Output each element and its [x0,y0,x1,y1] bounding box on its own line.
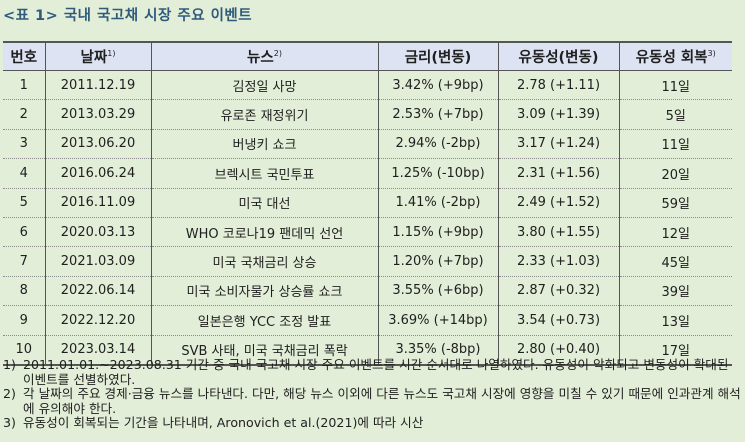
footnote-2: 2) 각 날짜의 주요 경제·금융 뉴스를 나타낸다. 다만, 해당 뉴스 이외… [3,386,741,416]
row-recovery: 11일 [619,129,732,160]
header-recovery: 유동성 회복3) [619,41,732,71]
row-recovery: 39일 [619,276,732,307]
row-liquidity: 3.80 (+1.55) [498,217,620,248]
table-row: 1 2011.12.19 김정일 사망 3.42% (+9bp) 2.78 (+1.11… [3,70,732,101]
row-news: 일본은행 YCC 조정 발표 [151,305,379,336]
row-news: 김정일 사망 [151,70,379,101]
row-number: 8 [3,276,46,307]
table-row: 10 2023.03.14 SVB 사태, 미국 국채금리 폭락 3.35% (-8b… [3,335,732,366]
row-number: 2 [3,99,46,130]
row-liquidity: 3.17 (+1.24) [498,129,620,160]
table-row: 9 2022.12.20 일본은행 YCC 조정 발표 3.69% (+14bp) 3.… [3,305,732,336]
row-number: 7 [3,246,46,277]
events-table: 번호 날짜1) 뉴스2) 금리(변동) 유동성(변동) 유동성 회복3) 1 20… [3,41,732,366]
row-rate: 1.41% (-2bp) [378,188,499,218]
row-recovery: 17일 [619,335,732,366]
row-date: 2022.12.20 [45,305,152,336]
row-liquidity: 3.09 (+1.39) [498,99,620,130]
header-liquidity: 유동성(변동) [498,41,620,71]
row-news: 미국 대선 [151,188,379,218]
row-liquidity: 2.49 (+1.52) [498,188,620,218]
row-date: 2013.03.29 [45,99,152,130]
row-rate: 3.55% (+6bp) [378,276,499,307]
table-row: 3 2013.06.20 버냉키 쇼크 2.94% (-2bp) 3.17 (+1.24… [3,129,732,160]
row-rate: 3.69% (+14bp) [378,305,499,336]
row-number: 5 [3,188,46,218]
row-liquidity: 2.78 (+1.11) [498,70,620,101]
row-news: 유로존 재정위기 [151,99,379,130]
row-news: WHO 코로나19 팬데믹 선언 [151,217,379,248]
table-row: 6 2020.03.13 WHO 코로나19 팬데믹 선언 1.15% (+9bp) 3… [3,217,732,248]
header-no: 번호 [3,41,46,71]
row-number: 9 [3,305,46,336]
row-news: 버냉키 쇼크 [151,129,379,160]
table-row: 7 2021.03.09 미국 국채금리 상승 1.20% (+7bp) 2.33 (+… [3,246,732,277]
row-recovery: 5일 [619,99,732,130]
row-number: 10 [3,335,46,366]
row-number: 6 [3,217,46,248]
row-rate: 1.20% (+7bp) [378,246,499,277]
row-recovery: 11일 [619,70,732,101]
row-liquidity: 2.31 (+1.56) [498,158,620,189]
row-date: 2013.06.20 [45,129,152,160]
table-title: <표 1> 국내 국고채 시장 주요 이벤트 [3,8,253,24]
table-row: 8 2022.06.14 미국 소비자물가 상승률 쇼크 3.55% (+6bp) 2.… [3,276,732,307]
row-liquidity: 2.80 (+0.40) [498,335,620,366]
row-liquidity: 2.87 (+0.32) [498,276,620,307]
row-rate: 3.42% (+9bp) [378,70,499,101]
row-number: 4 [3,158,46,189]
row-rate: 1.15% (+9bp) [378,217,499,248]
row-number: 1 [3,70,46,101]
row-news: SVB 사태, 미국 국채금리 폭락 [151,335,379,366]
row-recovery: 20일 [619,158,732,189]
row-rate: 1.25% (-10bp) [378,158,499,189]
header-rate: 금리(변동) [378,41,499,71]
row-date: 2022.06.14 [45,276,152,307]
row-recovery: 45일 [619,246,732,277]
row-date: 2023.03.14 [45,335,152,366]
row-liquidity: 3.54 (+0.73) [498,305,620,336]
row-date: 2016.11.09 [45,188,152,218]
table-row: 5 2016.11.09 미국 대선 1.41% (-2bp) 2.49 (+1.52)… [3,188,732,218]
row-news: 미국 소비자물가 상승률 쇼크 [151,276,379,307]
table-row: 4 2016.06.24 브렉시트 국민투표 1.25% (-10bp) 2.31 (+… [3,158,732,189]
row-date: 2021.03.09 [45,246,152,277]
row-date: 2016.06.24 [45,158,152,189]
row-recovery: 13일 [619,305,732,336]
header-news: 뉴스2) [151,41,379,71]
table-row: 2 2013.03.29 유로존 재정위기 2.53% (+7bp) 3.09 (+1.… [3,99,732,130]
footnotes: 1) 2011.01.01.~2023.08.31 기간 중 국내 국고채 시장… [3,357,743,431]
row-recovery: 12일 [619,217,732,248]
row-rate: 2.53% (+7bp) [378,99,499,130]
row-recovery: 59일 [619,188,732,218]
row-number: 3 [3,129,46,160]
row-date: 2011.12.19 [45,70,152,101]
row-news: 브렉시트 국민투표 [151,158,379,189]
footnote-3: 3) 유동성이 회복되는 기간을 나타내며, Aronovich et al.(… [3,415,424,430]
header-date: 날짜1) [45,41,152,71]
row-rate: 2.94% (-2bp) [378,129,499,160]
footnote-1: 1) 2011.01.01.~2023.08.31 기간 중 국내 국고채 시장… [3,357,729,387]
row-date: 2020.03.13 [45,217,152,248]
header-row: 번호 날짜1) 뉴스2) 금리(변동) 유동성(변동) 유동성 회복3) [3,41,732,71]
row-rate: 3.35% (-8bp) [378,335,499,366]
row-liquidity: 2.33 (+1.03) [498,246,620,277]
row-news: 미국 국채금리 상승 [151,246,379,277]
